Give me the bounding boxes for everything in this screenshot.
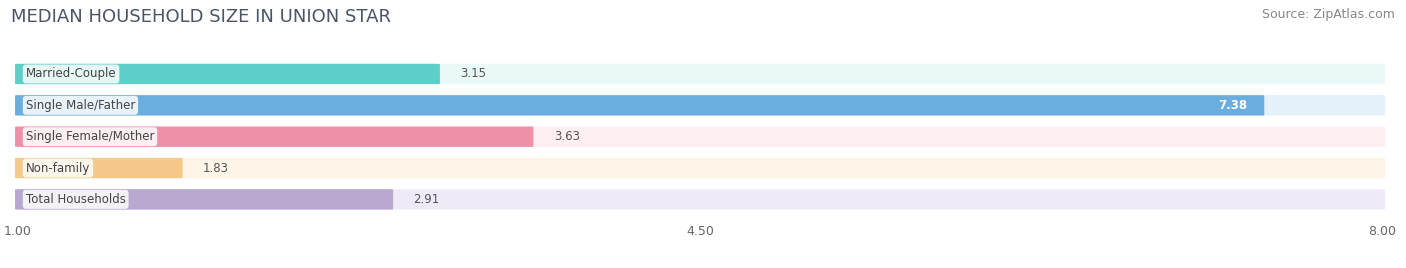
Text: 7.38: 7.38 [1219,99,1247,112]
Text: Source: ZipAtlas.com: Source: ZipAtlas.com [1261,8,1395,21]
FancyBboxPatch shape [15,189,1385,210]
Text: Single Male/Father: Single Male/Father [25,99,135,112]
Text: Married-Couple: Married-Couple [25,68,117,80]
FancyBboxPatch shape [15,126,1385,147]
FancyBboxPatch shape [15,95,1385,116]
Text: 3.63: 3.63 [554,130,579,143]
Text: Single Female/Mother: Single Female/Mother [25,130,155,143]
Text: 3.15: 3.15 [460,68,486,80]
FancyBboxPatch shape [15,95,1264,116]
Text: Total Households: Total Households [25,193,125,206]
FancyBboxPatch shape [15,158,1385,178]
Text: 2.91: 2.91 [413,193,440,206]
FancyBboxPatch shape [15,126,533,147]
FancyBboxPatch shape [15,64,440,84]
Text: 1.83: 1.83 [202,162,229,174]
FancyBboxPatch shape [15,64,1385,84]
FancyBboxPatch shape [15,158,183,178]
FancyBboxPatch shape [15,189,394,210]
Text: MEDIAN HOUSEHOLD SIZE IN UNION STAR: MEDIAN HOUSEHOLD SIZE IN UNION STAR [11,8,391,26]
Text: Non-family: Non-family [25,162,90,174]
